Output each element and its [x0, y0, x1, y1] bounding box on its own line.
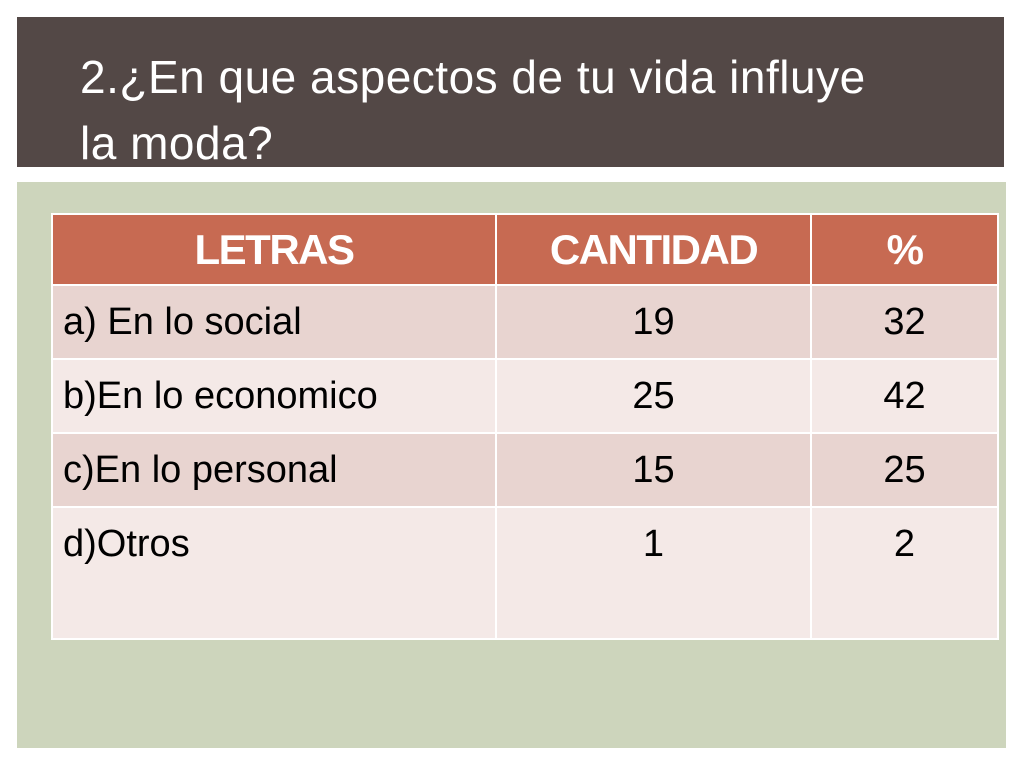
row-cantidad: 19: [495, 284, 812, 360]
row-cantidad: 1: [495, 506, 812, 640]
row-label: a) En lo social: [51, 284, 497, 360]
row-cantidad: 15: [495, 432, 812, 508]
header-porcentaje: %: [810, 213, 999, 286]
table-row: b)En lo economico 25 42: [51, 358, 999, 434]
row-label: d)Otros: [51, 506, 497, 640]
row-porcentaje: 25: [810, 432, 999, 508]
row-cantidad: 25: [495, 358, 812, 434]
table-row: a) En lo social 19 32: [51, 284, 999, 360]
row-porcentaje: 32: [810, 284, 999, 360]
row-porcentaje: 2: [810, 506, 999, 640]
row-label: c)En lo personal: [51, 432, 497, 508]
table-row: c)En lo personal 15 25: [51, 432, 999, 508]
table-header-row: LETRAS CANTIDAD %: [51, 213, 999, 286]
header-letras: LETRAS: [51, 213, 497, 286]
row-porcentaje: 42: [810, 358, 999, 434]
row-label: b)En lo economico: [51, 358, 497, 434]
slide-title: 2.¿En que aspectos de tu vida influye la…: [80, 51, 866, 169]
results-table: LETRAS CANTIDAD % a) En lo social 19 32 …: [51, 213, 999, 640]
header-cantidad: CANTIDAD: [495, 213, 812, 286]
title-bar: [17, 17, 1004, 167]
table-row: d)Otros 1 2: [51, 506, 999, 640]
